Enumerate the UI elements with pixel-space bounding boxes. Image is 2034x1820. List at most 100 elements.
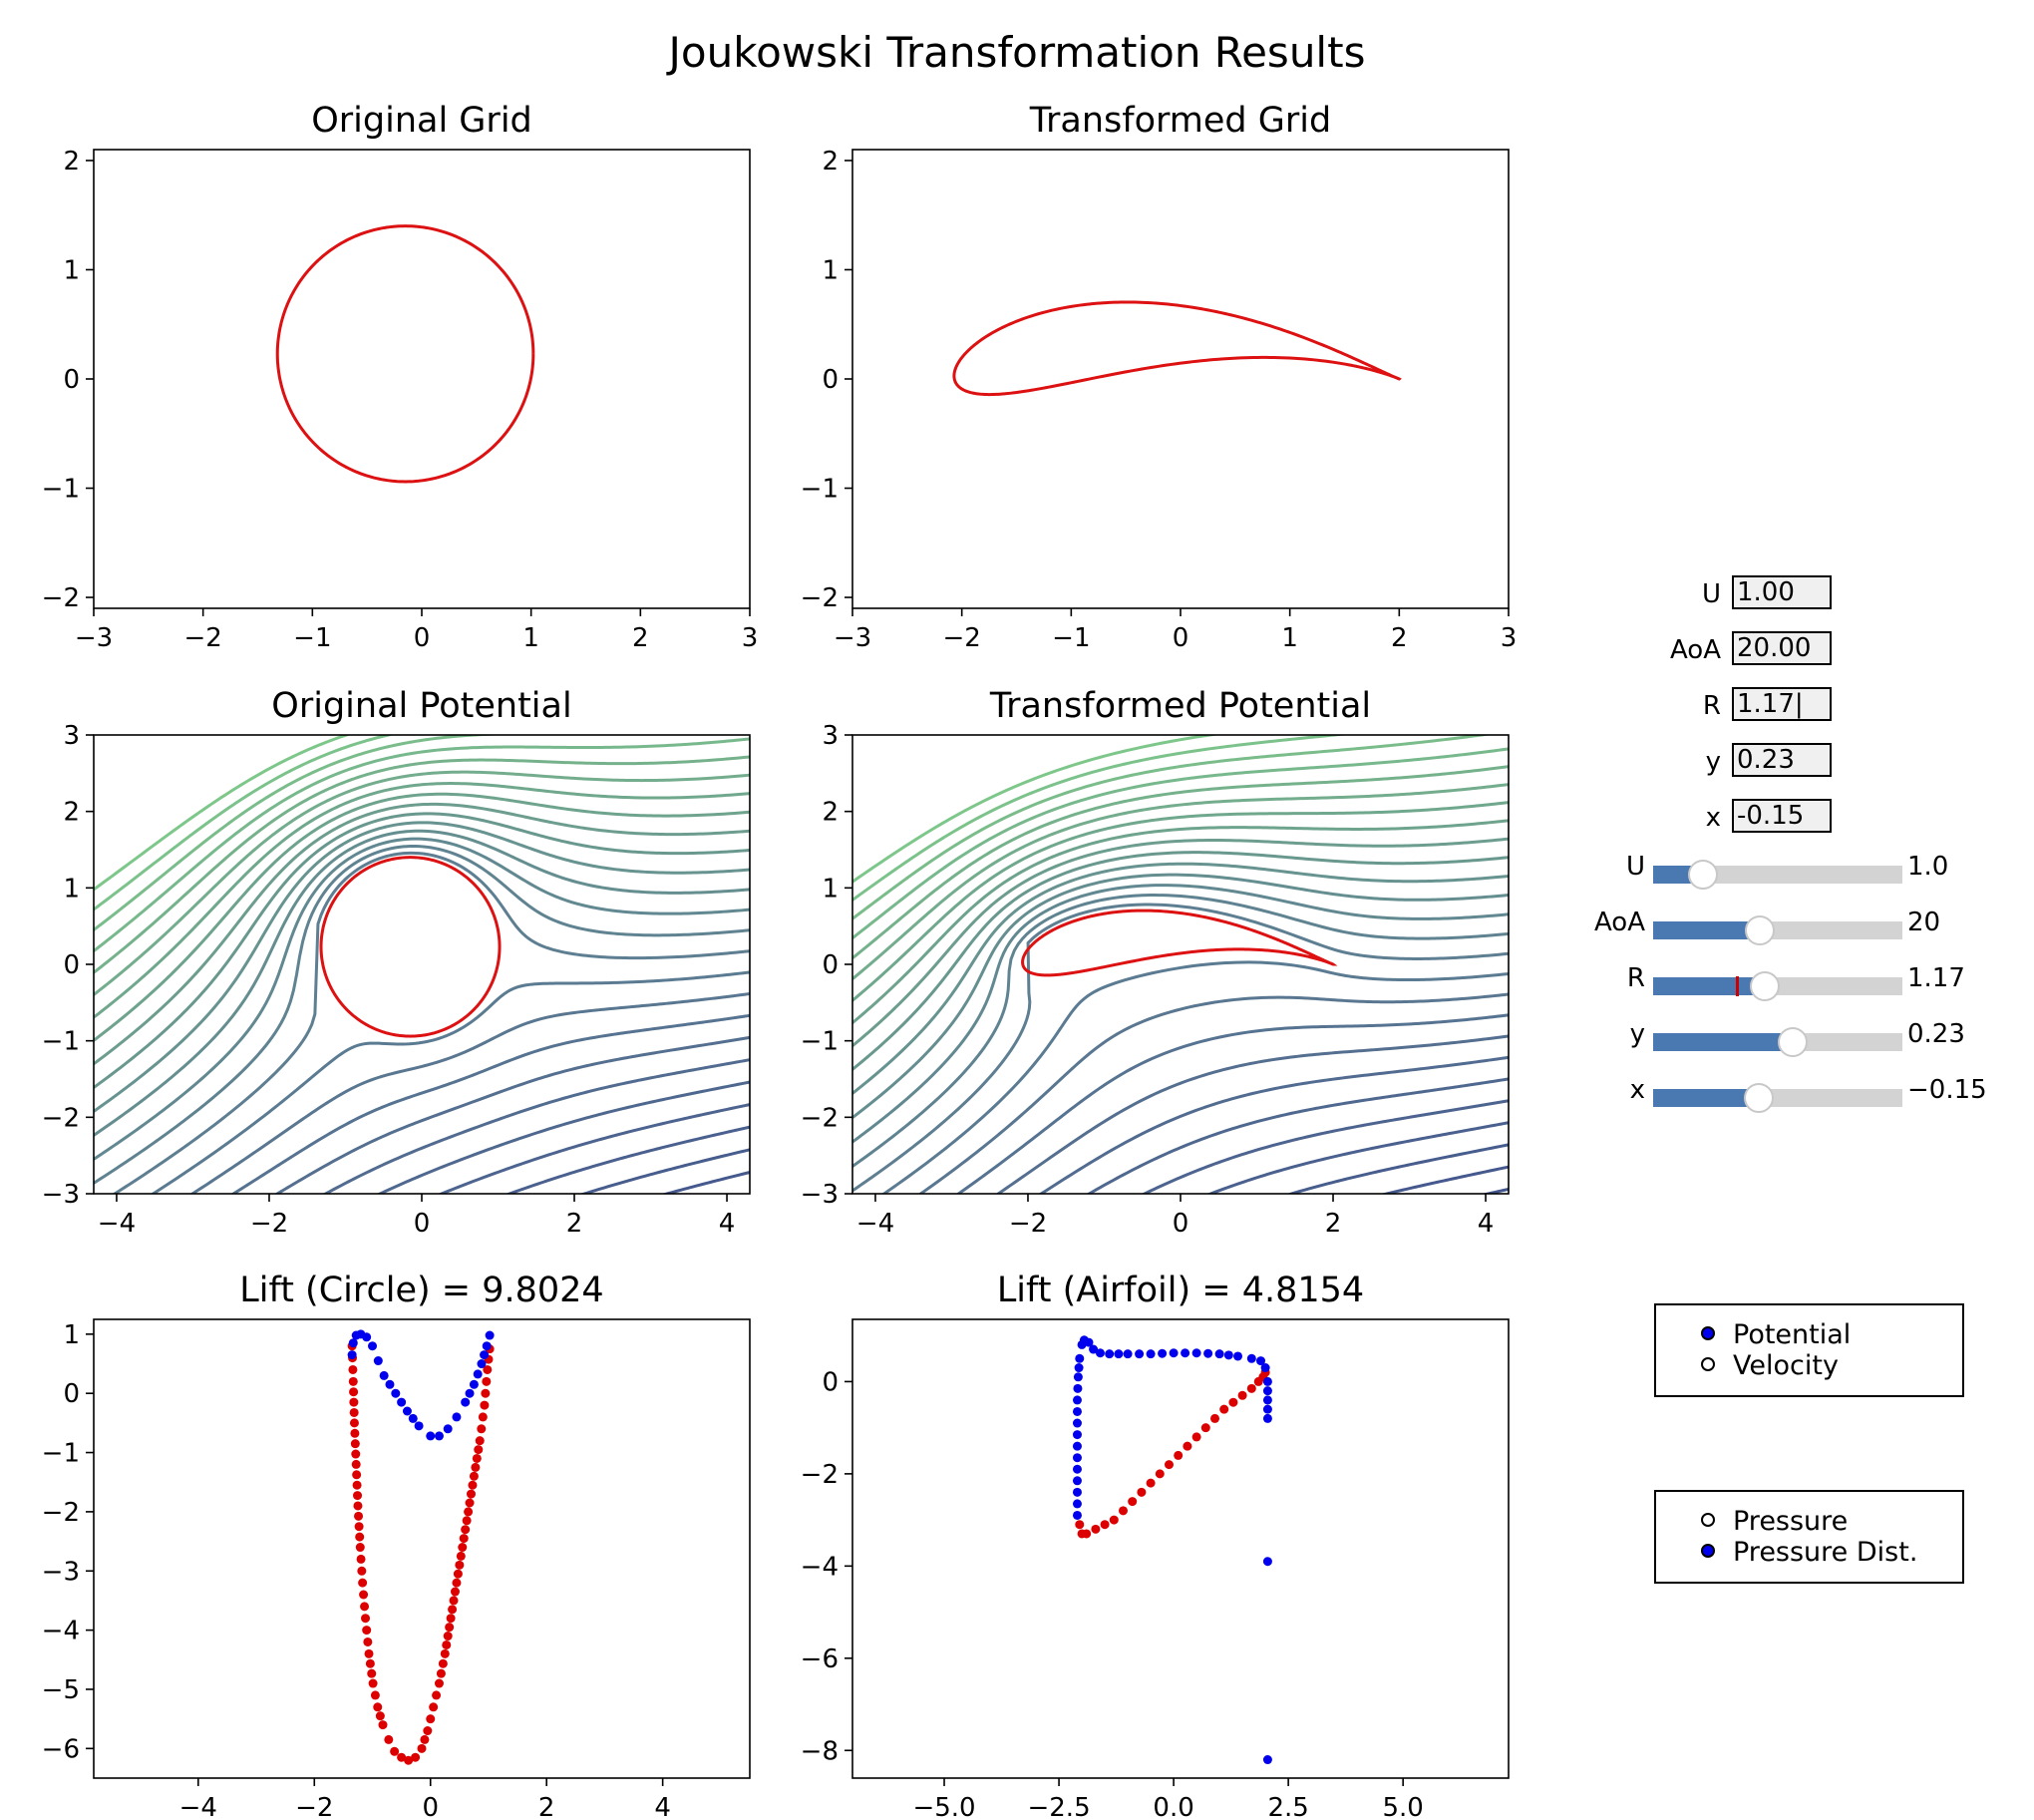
circle-curve	[319, 856, 502, 1038]
plot-area	[347, 1329, 495, 1765]
slider-y[interactable]	[1653, 1027, 1902, 1057]
data-point	[1109, 1515, 1119, 1525]
x-tick-label: −5.0	[912, 1793, 975, 1820]
data-point	[426, 1714, 436, 1724]
data-point	[1146, 1478, 1156, 1488]
textbox-r[interactable]: 1.17|	[1732, 687, 1832, 721]
data-point	[402, 1406, 412, 1416]
y-tick-label: 0	[822, 950, 839, 980]
x-tick-label: 2.5	[1267, 1793, 1308, 1820]
x-tick-label: 3	[742, 623, 759, 653]
textbox-x[interactable]: -0.15	[1732, 799, 1832, 833]
data-point	[1128, 1497, 1138, 1507]
plot-title: Transformed Grid	[1029, 101, 1331, 141]
y-tick-label: 1	[63, 874, 80, 904]
data-point	[1191, 1432, 1201, 1442]
data-point	[429, 1702, 439, 1712]
data-point	[1214, 1349, 1224, 1359]
y-tick-label: −1	[42, 475, 80, 505]
plot-area	[1072, 1335, 1272, 1765]
slider-label-y: y	[1629, 1019, 1645, 1049]
data-point	[355, 1543, 365, 1553]
data-point	[461, 1397, 471, 1407]
data-point	[347, 1350, 357, 1360]
streamline	[1206, 1121, 1509, 1194]
streamline	[94, 735, 508, 932]
slider-x[interactable]	[1653, 1083, 1902, 1113]
data-point	[445, 1623, 455, 1633]
y-tick-label: −2	[801, 1460, 839, 1490]
data-point	[1262, 1413, 1272, 1423]
y-tick-label: 1	[63, 1320, 80, 1350]
streamline	[852, 884, 1509, 1144]
radio-group-2: Pressure Pressure Dist.	[1654, 1490, 1964, 1584]
data-point	[353, 1501, 363, 1511]
streamline	[94, 821, 750, 1114]
data-point	[1219, 1404, 1229, 1414]
radio-selected-icon[interactable]	[1701, 1544, 1715, 1558]
slider-handle[interactable]	[1688, 860, 1718, 890]
streamline	[94, 829, 750, 1138]
data-point	[1262, 1557, 1272, 1567]
streamline	[112, 851, 750, 1194]
streamline	[1141, 1099, 1509, 1194]
radio-option[interactable]: Pressure Dist.	[1701, 1537, 1917, 1568]
data-point	[385, 1379, 395, 1389]
slider-handle[interactable]	[1749, 971, 1780, 1001]
x-tick-label: −3	[75, 623, 113, 653]
slider-r[interactable]	[1653, 971, 1902, 1001]
streamline	[94, 837, 750, 1162]
radio-option[interactable]: Velocity	[1701, 1350, 1839, 1381]
y-tick-label: 3	[822, 721, 839, 751]
data-point	[443, 1424, 453, 1434]
data-point	[360, 1602, 370, 1612]
x-tick-label: 2	[1391, 623, 1408, 653]
radio-selected-icon[interactable]	[1701, 1326, 1715, 1340]
slider-handle[interactable]	[1744, 1083, 1775, 1113]
data-point	[379, 1370, 389, 1380]
radio-option[interactable]: Potential	[1701, 1319, 1851, 1350]
textbox-y[interactable]: 0.23	[1732, 743, 1832, 777]
data-point	[355, 1532, 365, 1542]
x-tick-label: 0.0	[1153, 1793, 1193, 1820]
data-point	[1072, 1418, 1082, 1428]
data-point	[350, 1439, 360, 1449]
data-point	[1095, 1348, 1105, 1358]
data-point	[434, 1678, 444, 1688]
textbox-label: x	[1705, 803, 1721, 833]
textbox-aoa[interactable]: 20.00	[1732, 631, 1832, 665]
radio-unselected-icon[interactable]	[1701, 1513, 1715, 1527]
slider-fill	[1653, 977, 1765, 995]
x-tick-label: 3	[1501, 623, 1518, 653]
radio-option[interactable]: Pressure	[1701, 1506, 1848, 1537]
streamline	[852, 735, 1220, 884]
data-point	[1074, 1363, 1084, 1373]
streamline	[1086, 1077, 1509, 1194]
radio-unselected-icon[interactable]	[1701, 1357, 1715, 1371]
streamline	[94, 812, 750, 1090]
textbox-u[interactable]: 1.00	[1732, 575, 1832, 609]
x-tick-label: −4	[179, 1793, 217, 1820]
y-tick-label: −8	[801, 1736, 839, 1766]
plot-title: Lift (Circle) = 9.8024	[239, 1271, 603, 1310]
axes-frame	[93, 1318, 751, 1779]
streamline	[852, 765, 1509, 960]
streamline	[605, 1229, 876, 1307]
slider-value-y: 0.23	[1907, 1019, 1965, 1049]
lift-airfoil-plot: −5.0 −2.5 0.0 2.5 5.0 −8 −6 −4 −2 0 Lift (Airfoil)…	[801, 1271, 1510, 1820]
slider-u[interactable]	[1653, 860, 1902, 890]
x-tick-label: −2	[1009, 1209, 1047, 1239]
data-point	[1072, 1430, 1082, 1440]
data-point	[1072, 1487, 1082, 1497]
data-point	[469, 1379, 479, 1389]
radio-group-1: Potential Velocity	[1654, 1303, 1964, 1397]
data-point	[458, 1543, 468, 1553]
slider-handle[interactable]	[1778, 1027, 1809, 1057]
data-point	[1072, 1395, 1082, 1405]
y-tick-label: 0	[63, 1379, 80, 1409]
slider-value-aoa: 20	[1907, 908, 1941, 937]
slider-aoa[interactable]	[1653, 915, 1902, 945]
slider-handle[interactable]	[1745, 915, 1776, 945]
streamline	[1038, 1055, 1509, 1194]
y-tick-label: −6	[801, 1644, 839, 1674]
